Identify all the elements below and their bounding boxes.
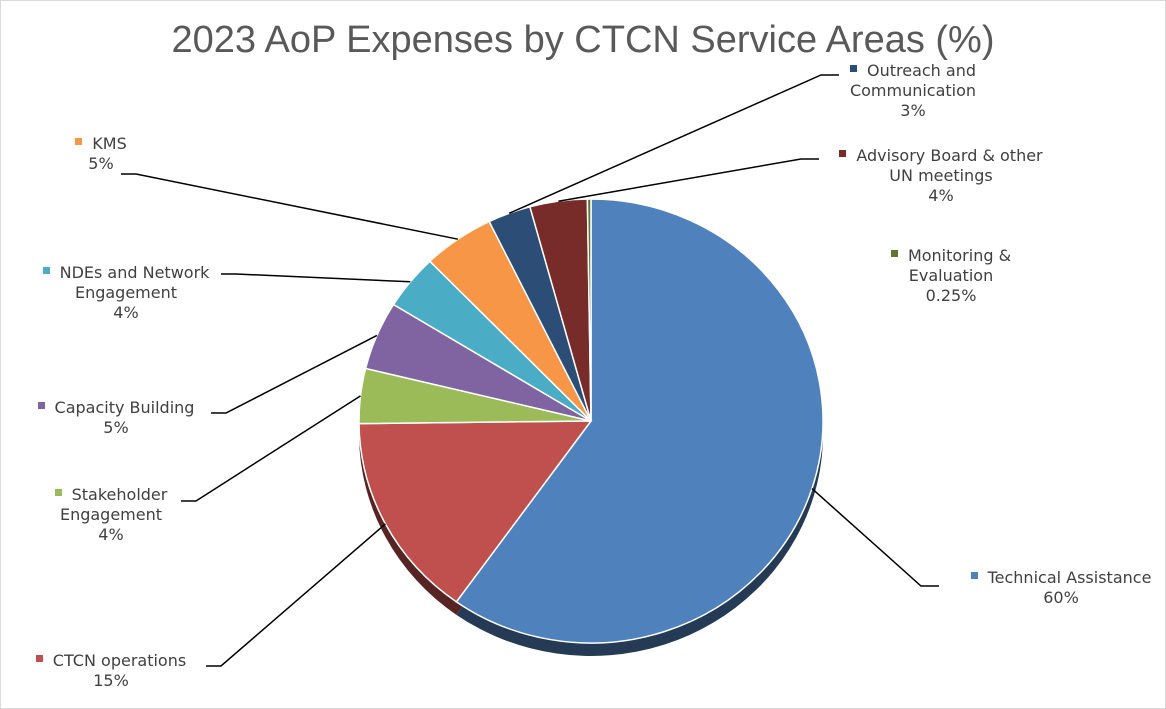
leader-line (206, 523, 386, 667)
legend-marker (75, 138, 83, 145)
legend-marker (970, 572, 978, 579)
category-label: CTCN operations (52, 651, 187, 670)
category-label: Capacity Building (54, 398, 195, 417)
category-label: Outreach and Communication (849, 61, 977, 100)
data-label: Advisory Board & other UN meetings 4% (826, 146, 1056, 206)
data-label: KMS 5% (61, 134, 141, 174)
value-label: 0.25% (925, 286, 977, 305)
slice (586, 198, 592, 422)
leader-line (558, 158, 819, 202)
leader-line (211, 334, 378, 414)
legend-marker (849, 65, 857, 72)
data-label: Stakeholder Engagement 4% (31, 485, 191, 545)
legend-marker (54, 489, 62, 496)
chart-title: 2023 AoP Expenses by CTCN Service Areas … (171, 19, 995, 61)
legend-marker (839, 150, 847, 157)
legend-marker (37, 402, 45, 409)
legend-marker (890, 250, 898, 257)
value-label: 15% (93, 671, 129, 690)
value-label: 4% (113, 303, 139, 322)
leader-line (811, 488, 939, 587)
category-label: Monitoring & Evaluation (907, 246, 1012, 285)
slice (455, 198, 824, 644)
data-label: NDEs and Network Engagement 4% (16, 263, 236, 323)
category-label: Stakeholder Engagement (59, 485, 168, 524)
leader-line (221, 273, 411, 283)
legend-marker (35, 655, 43, 662)
leader-line (121, 173, 459, 240)
value-label: 4% (928, 186, 954, 205)
leader-line (181, 395, 361, 502)
value-label: 3% (900, 101, 926, 120)
legend-marker (42, 267, 50, 274)
data-label: Monitoring & Evaluation 0.25% (876, 246, 1026, 306)
category-label: NDEs and Network Engagement (59, 263, 210, 302)
category-label: KMS (92, 134, 127, 153)
value-label: 60% (1043, 588, 1079, 607)
data-label: CTCN operations 15% (11, 651, 211, 691)
category-label: Technical Assistance (987, 568, 1152, 587)
data-label: Technical Assistance 60% (946, 568, 1165, 608)
value-label: 4% (98, 525, 124, 544)
data-label: Outreach and Communication 3% (818, 61, 1008, 121)
data-label: Capacity Building 5% (16, 398, 216, 438)
category-label: Advisory Board & other UN meetings (856, 146, 1043, 185)
value-label: 5% (103, 418, 129, 437)
leader-line (508, 74, 839, 214)
value-label: 5% (88, 154, 114, 173)
